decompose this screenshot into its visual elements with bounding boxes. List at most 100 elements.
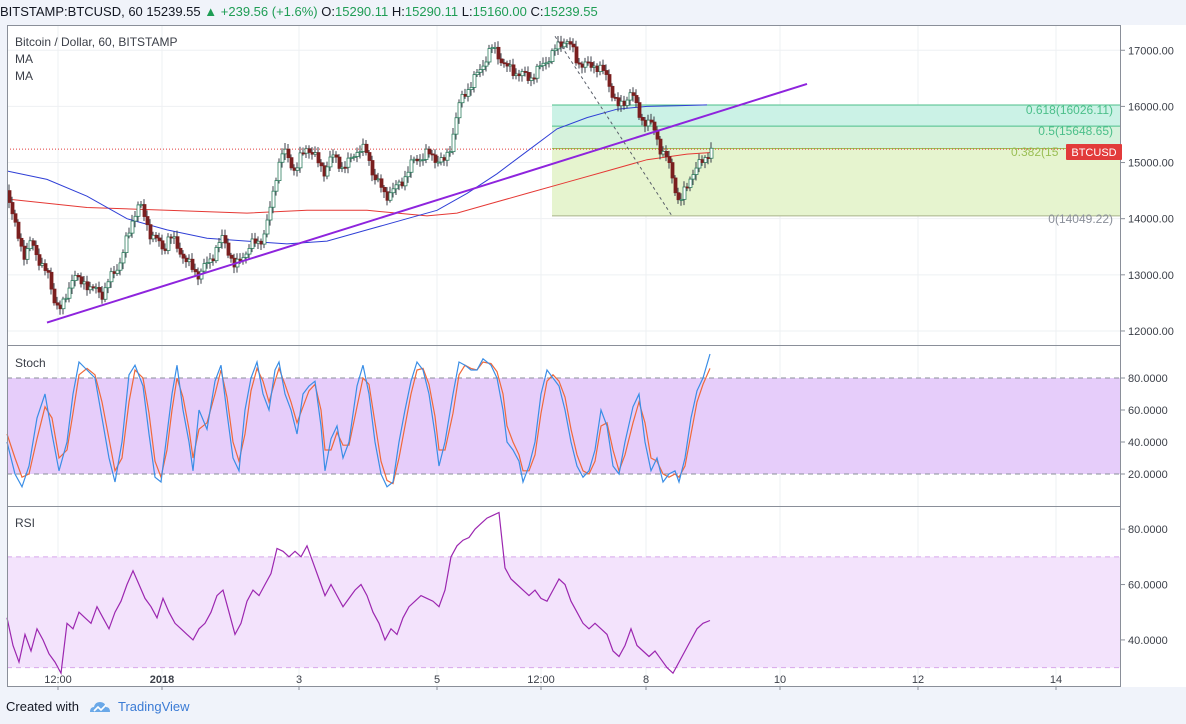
candle-body: [352, 156, 357, 158]
candle-body: [508, 64, 513, 67]
candle-body: [394, 184, 399, 190]
price-axis[interactable]: [1121, 25, 1186, 687]
fib-labels: 0.618(16026.11) 0.5(15648.65) 0.382(15 0…: [1011, 103, 1113, 226]
candle-body: [418, 159, 423, 162]
candle-body: [145, 216, 150, 226]
trendline: [46, 82, 808, 324]
fib-label-618: 0.618(16026.11): [1026, 103, 1113, 117]
candle-body: [328, 156, 333, 168]
candle-body: [304, 148, 309, 154]
candle-body: [313, 152, 318, 155]
candle-body: [244, 253, 249, 258]
candle-body: [490, 47, 495, 49]
candle-body: [25, 248, 30, 260]
candle-body: [10, 202, 15, 215]
candle-body: [325, 166, 330, 177]
candle-body: [16, 221, 21, 239]
x-tick-label: 12:00: [44, 674, 72, 686]
tradingview-logo-icon[interactable]: [88, 699, 112, 715]
candle-body: [466, 89, 471, 97]
tradingview-link[interactable]: TradingView: [118, 699, 190, 714]
candle-body: [286, 148, 291, 159]
candle-body: [265, 219, 270, 235]
last-price-tag: BTCUSD: [1066, 144, 1122, 160]
candle-body: [460, 93, 465, 104]
y-tick-label: 13000.00: [1128, 270, 1174, 282]
candle-body: [685, 186, 690, 189]
candle-body: [49, 271, 54, 290]
rsi-band: [7, 556, 1121, 669]
candle-body: [52, 288, 57, 304]
candle-body: [463, 93, 468, 97]
y-tick-label: 17000.00: [1128, 45, 1174, 57]
candle-body: [427, 148, 432, 155]
symbol-label[interactable]: BITSTAMP:BTCUSD, 60: [0, 4, 143, 19]
candle-body: [643, 119, 648, 127]
candle-body: [430, 153, 435, 156]
rsi-line-path: [6, 511, 711, 676]
candle-body: [547, 61, 552, 64]
candle-body: [517, 73, 522, 77]
candle-body: [649, 119, 654, 123]
candle-body: [562, 42, 567, 48]
candle-body: [211, 258, 216, 262]
rsi-tick-label: 80.0000: [1128, 524, 1168, 536]
candle-body: [157, 237, 162, 242]
candle-body: [316, 152, 321, 164]
candle-body: [37, 254, 42, 266]
candle-body: [175, 236, 180, 249]
candle-body: [46, 270, 51, 273]
stoch-tick-label: 60.0000: [1128, 405, 1168, 417]
candle-body: [412, 158, 417, 161]
candle-body: [310, 152, 315, 155]
candle-body: [679, 198, 684, 201]
stoch-lines: [6, 353, 711, 489]
candle-body: [574, 46, 579, 64]
candle-body: [523, 71, 528, 73]
candle-body: [238, 258, 243, 262]
candle-body: [658, 138, 663, 155]
price-tag-label: BTCUSD: [1071, 147, 1116, 159]
candle-body: [598, 64, 603, 72]
x-tick-label: 8: [643, 674, 649, 686]
candle-body: [220, 235, 225, 244]
candle-body: [82, 281, 87, 285]
main-pane-title: Bitcoin / Dollar, 60, BITSTAMP: [15, 35, 178, 49]
candle-body: [409, 159, 414, 173]
candle-body: [472, 74, 477, 88]
candle-body: [691, 174, 696, 180]
candle-body: [151, 234, 156, 240]
candle-body: [349, 157, 354, 159]
candle-body: [592, 65, 597, 68]
candle-body: [568, 41, 573, 45]
candle-body: [256, 240, 261, 244]
candle-body: [529, 77, 534, 81]
created-with-label: Created with: [6, 699, 79, 714]
x-tick-label: 5: [434, 674, 440, 686]
candle-body: [478, 69, 483, 73]
candle-body: [79, 276, 84, 285]
candle-body: [34, 244, 39, 256]
candle-body: [706, 157, 711, 159]
candle-body: [481, 65, 486, 70]
candle-body: [496, 46, 501, 60]
candle-body: [112, 271, 117, 274]
candle-body: [250, 238, 255, 249]
high-value: 15290.11: [404, 4, 459, 19]
candle-body: [484, 61, 489, 67]
candle-body: [688, 178, 693, 188]
candle-body: [58, 304, 63, 310]
candle-body: [421, 159, 426, 161]
fib-label-382: 0.382(15: [1011, 145, 1059, 159]
candle-body: [97, 287, 102, 293]
rsi-band-fill: [7, 556, 1121, 668]
drawing-overlays[interactable]: [46, 35, 808, 324]
price-change: +239.56 (+1.6%): [220, 4, 318, 19]
candle-body: [22, 245, 27, 260]
chart-area[interactable]: 12:00 2018 3 5 12:00 8 10 12 14 12000.00 13000.00 1…: [0, 0, 1186, 690]
candle-body: [331, 154, 336, 158]
candle-body: [184, 257, 189, 263]
candle-body: [640, 117, 645, 121]
candle-body: [169, 236, 174, 239]
candle-body: [292, 167, 297, 171]
